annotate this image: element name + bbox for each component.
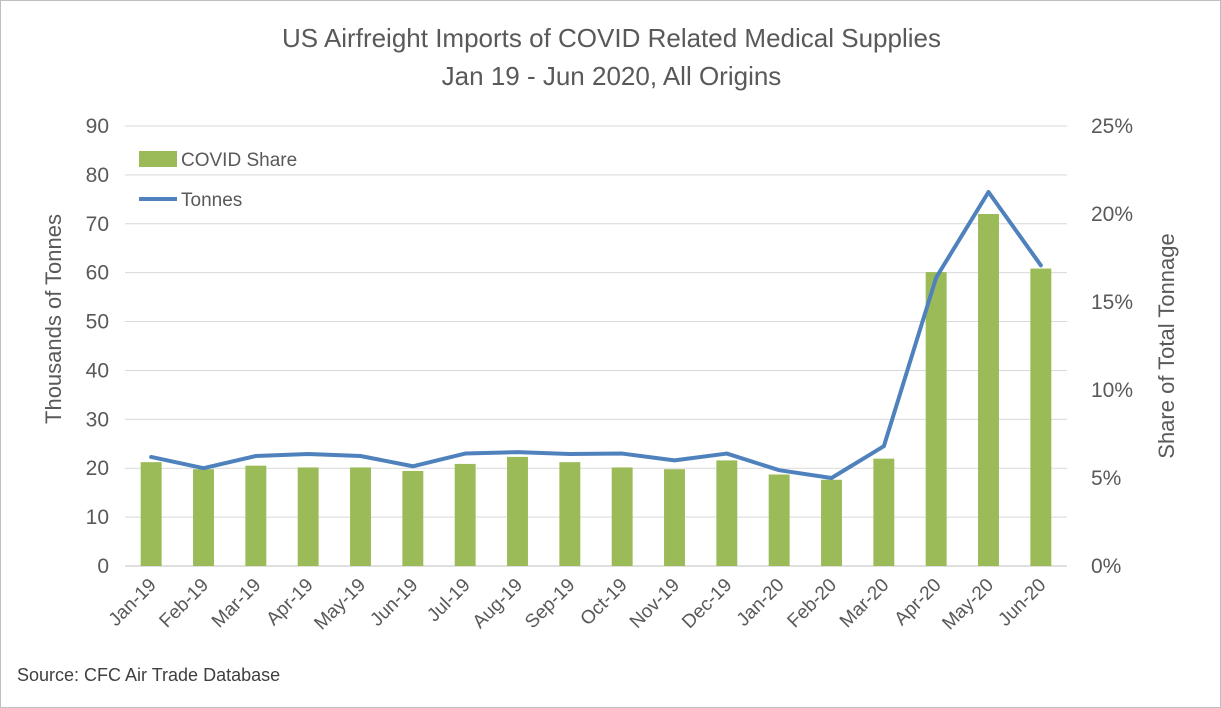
legend-label-covid-share: COVID Share [181, 150, 297, 171]
source-note: Source: CFC Air Trade Database [17, 665, 281, 685]
y-tick-label-left: 30 [86, 408, 109, 431]
x-tick-label: Jan-20 [733, 575, 789, 631]
y-axis-left-label: Thousands of Tonnes [41, 214, 66, 424]
bar [821, 479, 842, 566]
y-tick-label-left: 50 [86, 311, 109, 334]
gridlines [125, 125, 1067, 567]
y-tick-label-right: 5% [1091, 467, 1121, 490]
x-tick-label: Mar-20 [836, 575, 893, 632]
line-series [149, 190, 1043, 480]
line-point [674, 459, 675, 461]
line-point [464, 453, 466, 455]
y-tick-label-left: 70 [86, 213, 109, 236]
y-tick-label-left: 10 [86, 506, 109, 529]
line-point [1040, 264, 1042, 266]
line-point [883, 445, 885, 447]
chart-subtitle: Jan 19 - Jun 2020, All Origins [441, 61, 782, 91]
line-point [517, 451, 518, 453]
x-tick-label: Oct-19 [577, 575, 632, 630]
bar [664, 469, 685, 566]
x-tick-label: Aug-19 [469, 575, 527, 633]
line-point [569, 453, 571, 455]
line-point [988, 191, 989, 193]
line-point [360, 455, 361, 457]
line-point [935, 277, 937, 279]
bar [140, 462, 162, 566]
line-point [831, 477, 832, 479]
x-tick-label: Nov-19 [626, 575, 684, 633]
x-tick-label: Feb-20 [784, 575, 841, 632]
x-tick-label: Jun-19 [366, 575, 422, 631]
line-point [621, 453, 623, 455]
y-axis-right-ticks: 0% 5% 10% 15% 20% 25% [1091, 115, 1133, 578]
bar [873, 458, 895, 566]
bar [559, 462, 581, 566]
bar [978, 214, 999, 566]
y-tick-label-left: 0 [97, 555, 109, 578]
x-tick-label: Sep-19 [521, 575, 579, 633]
legend-swatch-covid-share [139, 151, 177, 167]
bar [925, 272, 947, 566]
bar [350, 467, 371, 566]
x-tick-label: Apr-20 [891, 575, 946, 630]
x-tick-label: Apr-19 [263, 575, 318, 630]
x-tick-label: Feb-19 [156, 575, 213, 632]
bar [297, 467, 319, 566]
y-tick-label-left: 20 [86, 457, 109, 480]
bar [454, 463, 476, 566]
legend: COVID Share Tonnes [139, 150, 297, 211]
y-tick-label-right: 20% [1091, 203, 1133, 226]
line-point [778, 469, 780, 471]
line-point [307, 453, 309, 455]
line-point [203, 467, 204, 469]
y-tick-label-right: 0% [1091, 555, 1121, 578]
bar [611, 467, 633, 566]
y-axis-right-label: Share of Total Tonnage [1154, 233, 1179, 458]
chart-title: US Airfreight Imports of COVID Related M… [282, 23, 941, 53]
y-tick-label-right: 15% [1091, 291, 1133, 314]
y-tick-label-left: 80 [86, 164, 109, 187]
x-tick-label: Jul-19 [423, 575, 474, 626]
x-tick-label: May-19 [310, 575, 370, 635]
y-tick-label-right: 25% [1091, 115, 1133, 138]
line-point [726, 453, 728, 455]
bar [507, 456, 528, 566]
line-path [149, 190, 1043, 480]
line-point [255, 455, 257, 457]
x-tick-label: Dec-19 [678, 575, 736, 633]
x-tick-label: Mar-19 [208, 575, 265, 632]
bar [1030, 268, 1052, 566]
bar [768, 474, 790, 566]
x-tick-label: Jun-20 [994, 575, 1050, 631]
bar-series [140, 214, 1052, 566]
legend-label-tonnes: Tonnes [181, 190, 242, 211]
y-tick-label-left: 90 [86, 115, 109, 138]
bar [716, 460, 738, 566]
y-tick-label-right: 10% [1091, 379, 1133, 402]
y-tick-label-left: 40 [86, 359, 109, 382]
x-tick-label: Jan-19 [105, 575, 161, 631]
x-tick-label: May-20 [938, 575, 998, 635]
bar [402, 470, 424, 566]
bar [245, 465, 267, 566]
y-tick-label-left: 60 [86, 262, 109, 285]
bar [193, 469, 214, 566]
y-axis-left-ticks: 0 10 20 30 40 50 60 70 80 90 [86, 115, 109, 578]
line-point [150, 456, 152, 458]
line-point [412, 465, 414, 467]
